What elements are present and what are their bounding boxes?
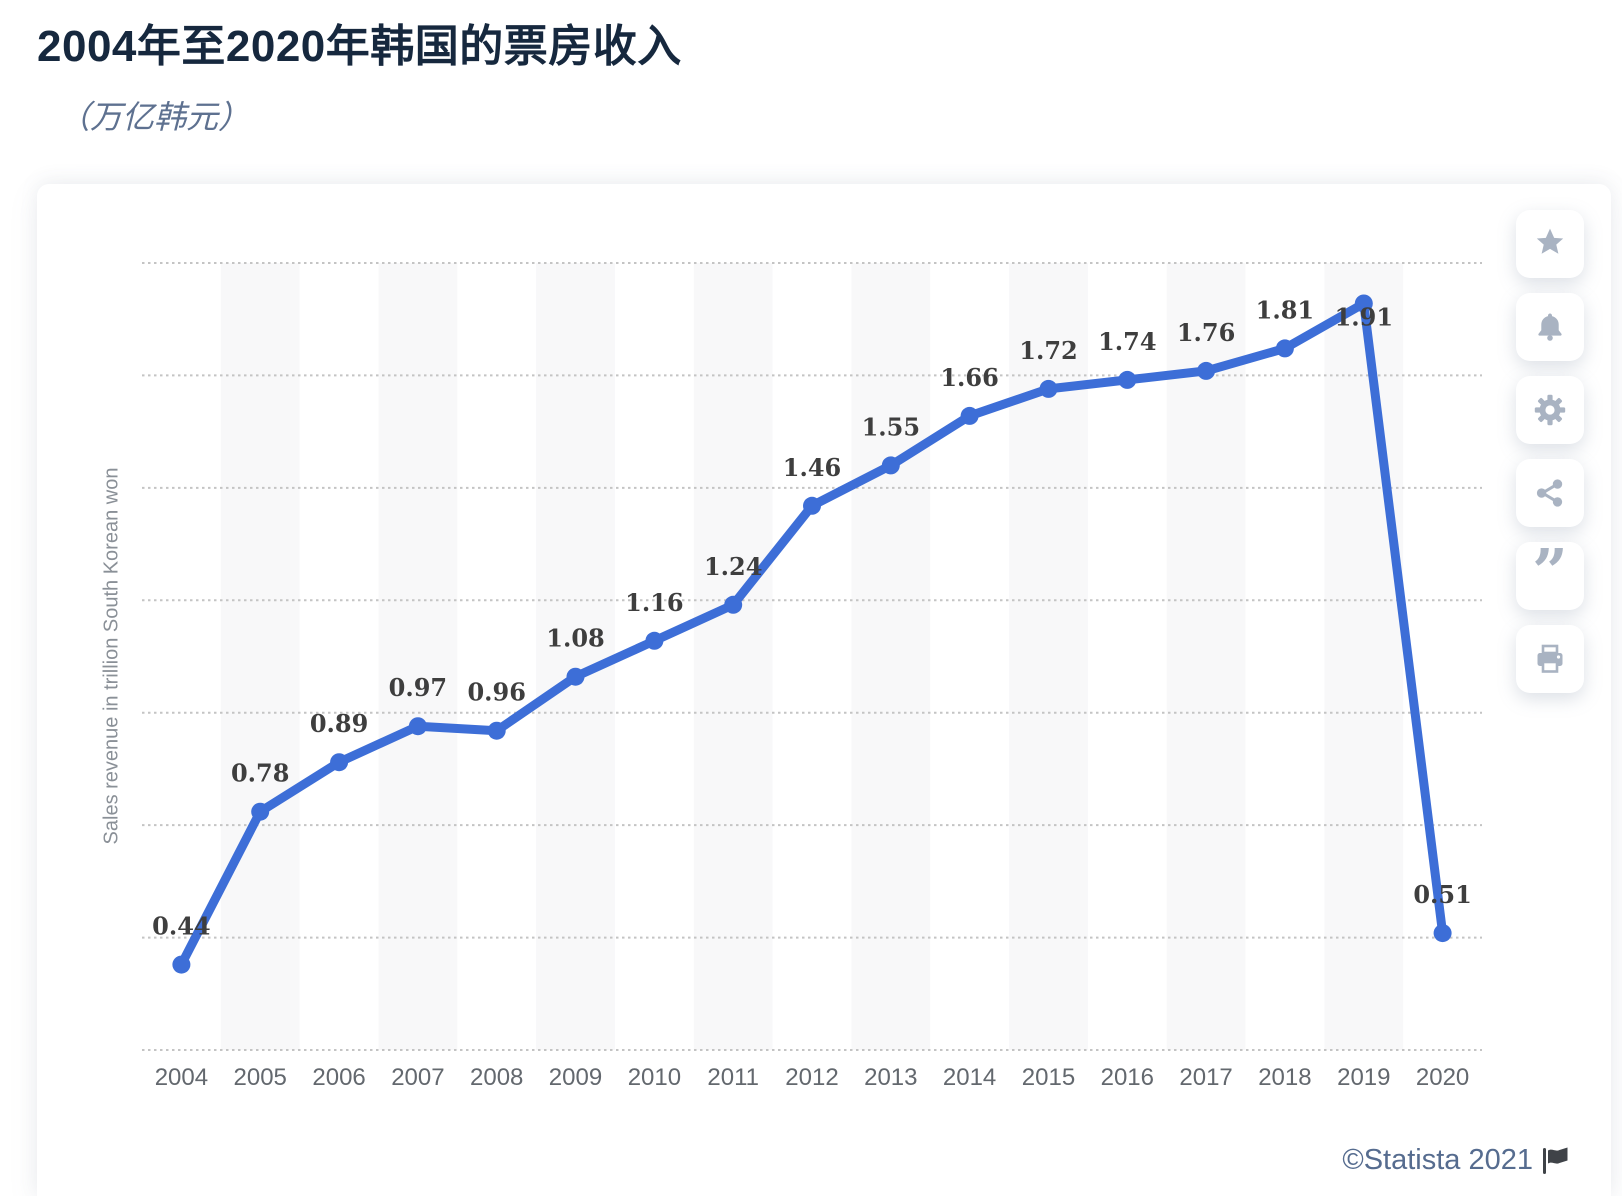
bell-icon bbox=[1538, 313, 1562, 341]
printer-icon bbox=[1537, 644, 1563, 673]
x-axis-label: 2008 bbox=[470, 1064, 523, 1091]
star-icon bbox=[1536, 228, 1564, 254]
data-point[interactable] bbox=[1433, 924, 1452, 943]
value-label: 1.76 bbox=[1177, 318, 1235, 347]
favorite-button[interactable] bbox=[1516, 210, 1584, 278]
column-band bbox=[536, 263, 615, 1050]
x-axis-label: 2019 bbox=[1337, 1064, 1390, 1091]
value-label: 1.46 bbox=[783, 453, 841, 482]
data-point[interactable] bbox=[251, 802, 270, 821]
x-axis-label: 2004 bbox=[155, 1064, 208, 1091]
value-label: 1.55 bbox=[862, 412, 920, 441]
value-label: 1.66 bbox=[940, 363, 998, 392]
cite-button[interactable]: ” bbox=[1516, 535, 1584, 610]
report-flag-button[interactable] bbox=[1541, 1147, 1571, 1175]
settings-button[interactable] bbox=[1516, 376, 1584, 444]
data-point[interactable] bbox=[645, 631, 664, 650]
data-point[interactable] bbox=[1354, 294, 1373, 313]
value-label: 0.89 bbox=[310, 709, 368, 738]
data-point[interactable] bbox=[1197, 361, 1216, 380]
y-axis-title: Sales revenue in trillion South Korean w… bbox=[100, 467, 123, 845]
value-label: 0.96 bbox=[467, 678, 525, 707]
x-axis-label: 2017 bbox=[1179, 1064, 1232, 1091]
column-band bbox=[1166, 263, 1246, 1050]
x-axis-label: 2013 bbox=[864, 1064, 917, 1091]
data-point[interactable] bbox=[408, 717, 427, 736]
column-band bbox=[693, 263, 773, 1050]
value-label: 1.74 bbox=[1098, 327, 1156, 356]
value-label: 1.24 bbox=[704, 552, 762, 581]
data-point[interactable] bbox=[881, 456, 900, 475]
data-point[interactable] bbox=[566, 667, 585, 686]
x-axis-label: 2020 bbox=[1416, 1064, 1469, 1091]
value-label: 0.78 bbox=[231, 759, 289, 788]
x-axis-label: 2007 bbox=[391, 1064, 444, 1091]
column-band bbox=[1324, 263, 1404, 1050]
data-point[interactable] bbox=[1039, 379, 1058, 398]
x-axis-label: 2012 bbox=[785, 1064, 838, 1091]
x-axis-label: 2005 bbox=[234, 1064, 287, 1091]
column-band bbox=[851, 263, 931, 1050]
x-axis-label: 2009 bbox=[549, 1064, 602, 1091]
page-title: 2004年至2020年韩国的票房收入 bbox=[37, 22, 682, 71]
quote-icon: ” bbox=[1532, 535, 1568, 608]
x-axis-label: 2010 bbox=[628, 1064, 681, 1091]
page-subtitle: （万亿韩元） bbox=[58, 99, 251, 135]
data-point[interactable] bbox=[1118, 370, 1137, 389]
data-point[interactable] bbox=[960, 406, 979, 425]
value-label: 0.97 bbox=[389, 673, 447, 702]
value-label: 1.72 bbox=[1019, 336, 1077, 365]
flag-icon bbox=[1543, 1147, 1568, 1174]
data-point[interactable] bbox=[330, 753, 349, 772]
copyright-text: ©Statista 2021 bbox=[1342, 1144, 1533, 1176]
value-label: 1.91 bbox=[1335, 303, 1393, 332]
x-axis-label: 2018 bbox=[1258, 1064, 1311, 1091]
value-label: 0.44 bbox=[152, 912, 210, 941]
x-axis-label: 2011 bbox=[707, 1064, 759, 1091]
x-axis-label: 2015 bbox=[1022, 1064, 1075, 1091]
data-point[interactable] bbox=[487, 721, 506, 740]
data-point[interactable] bbox=[172, 955, 191, 974]
gear-icon bbox=[1534, 394, 1566, 426]
x-axis-label: 2006 bbox=[312, 1064, 365, 1091]
value-label: 1.08 bbox=[546, 624, 604, 653]
data-point[interactable] bbox=[724, 595, 743, 614]
column-band bbox=[220, 263, 300, 1050]
x-axis-label: 2014 bbox=[943, 1064, 996, 1091]
value-label: 1.16 bbox=[625, 588, 683, 617]
column-band bbox=[378, 263, 458, 1050]
x-axis-label: 2016 bbox=[1101, 1064, 1154, 1091]
data-point[interactable] bbox=[1275, 339, 1294, 358]
share-button[interactable] bbox=[1516, 459, 1584, 527]
value-label: 1.81 bbox=[1256, 295, 1314, 324]
value-label: 0.51 bbox=[1413, 880, 1471, 909]
data-point[interactable] bbox=[803, 496, 821, 515]
share-icon bbox=[1536, 479, 1563, 507]
print-button[interactable] bbox=[1516, 625, 1584, 693]
data-line bbox=[176, 299, 1448, 970]
alert-button[interactable] bbox=[1516, 293, 1584, 361]
